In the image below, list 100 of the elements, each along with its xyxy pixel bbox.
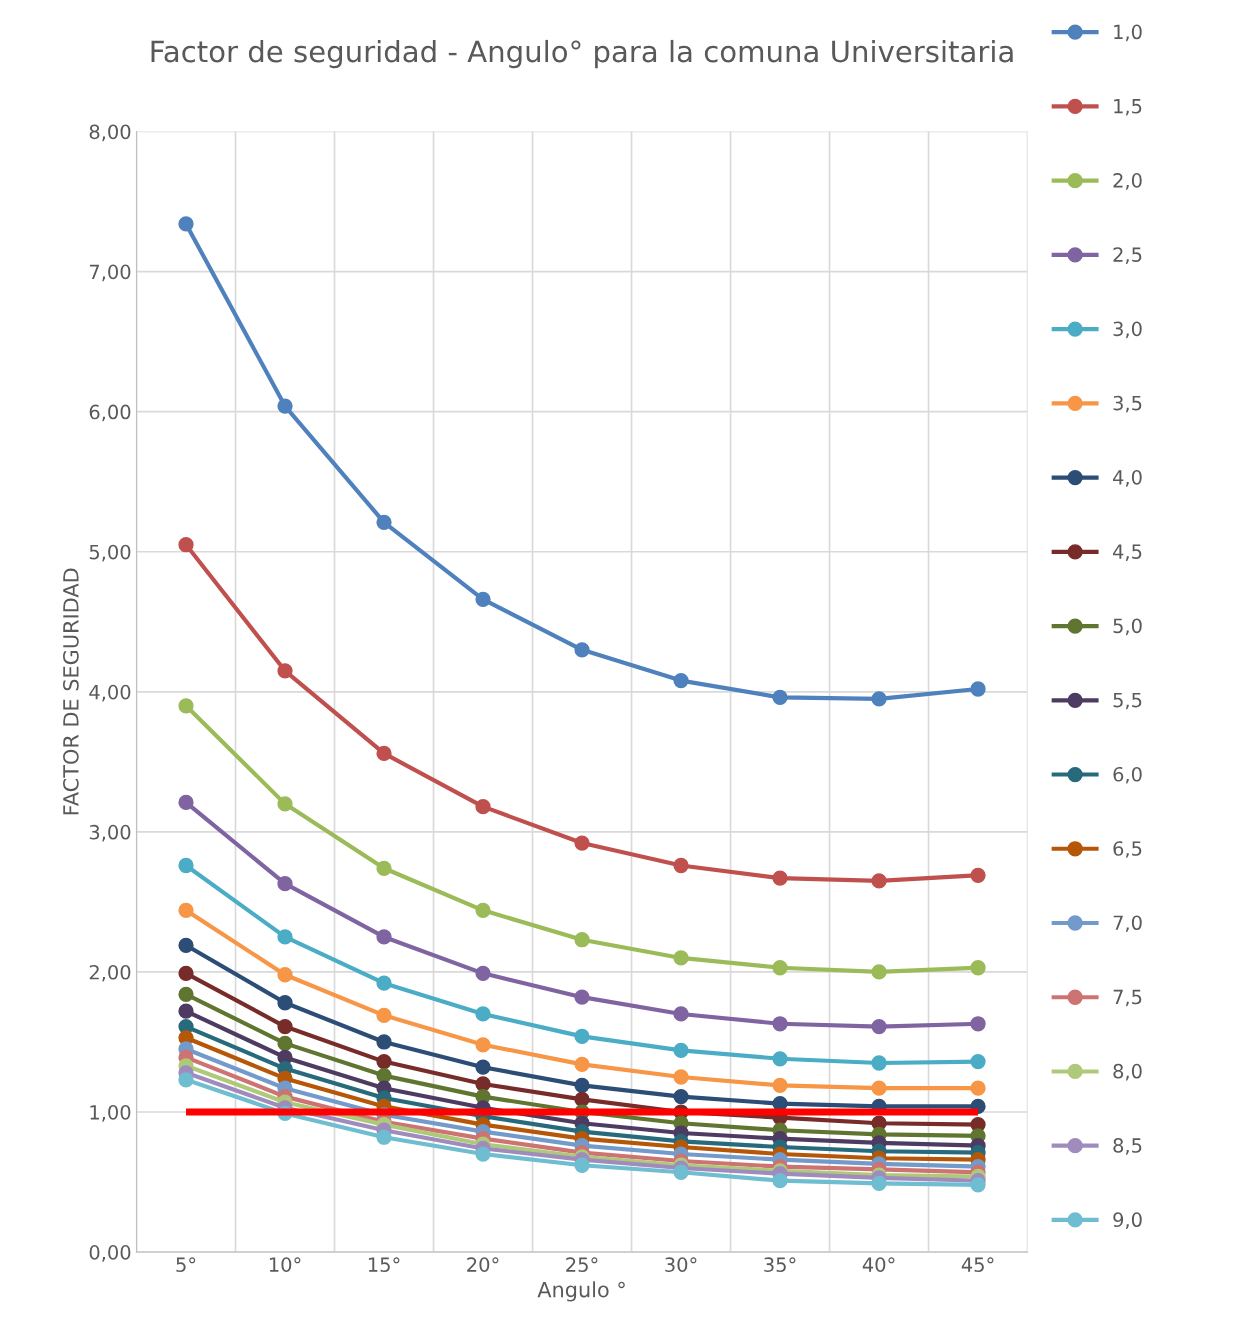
chart-title: Factor de seguridad - Angulo° para la comuna Universitaria	[151, 39, 1013, 69]
point	[178, 1072, 194, 1088]
point	[574, 1157, 590, 1173]
point	[376, 1067, 392, 1084]
point	[871, 1175, 887, 1192]
point	[475, 965, 491, 981]
point	[277, 398, 293, 414]
point	[673, 1042, 689, 1059]
point	[475, 1006, 491, 1022]
point	[475, 799, 491, 815]
point	[772, 870, 788, 886]
legend-label: 8,0	[1113, 1063, 1142, 1081]
point	[475, 1059, 491, 1075]
x-axis-title: Angulo °	[537, 1281, 625, 1302]
y-tick-label: 2,00	[89, 964, 131, 982]
point	[475, 1076, 491, 1092]
point	[178, 965, 194, 981]
point	[574, 1077, 590, 1094]
x-tick-label: 15°	[368, 1257, 400, 1272]
point	[772, 1051, 788, 1067]
point	[871, 873, 887, 889]
point	[574, 1028, 590, 1045]
point	[970, 1177, 986, 1193]
legend-label: 7,0	[1113, 915, 1142, 933]
point	[871, 1018, 887, 1035]
x-tick-label: 25°	[566, 1257, 598, 1272]
point	[178, 986, 194, 1002]
legend-label: 7,5	[1113, 989, 1142, 1007]
legend-label: 6,5	[1113, 841, 1142, 858]
point	[772, 1077, 788, 1094]
y-tick-label: 1,00	[90, 1104, 131, 1122]
legend-label: 1,0	[1114, 24, 1142, 42]
x-tick-label: 35°	[764, 1257, 796, 1272]
point	[277, 663, 293, 679]
x-tick-label: 5°	[176, 1257, 196, 1272]
point	[376, 860, 392, 876]
point	[871, 1080, 887, 1096]
point	[475, 902, 491, 918]
point	[673, 1069, 689, 1085]
point	[178, 794, 194, 811]
point	[178, 216, 194, 232]
y-tick-label: 4,00	[89, 684, 131, 702]
point	[376, 975, 392, 991]
point	[178, 1003, 194, 1019]
point	[574, 989, 590, 1005]
legend-label: 8,5	[1113, 1138, 1142, 1155]
point	[178, 902, 194, 918]
point	[772, 1016, 788, 1032]
legend-label: 1,5	[1114, 99, 1142, 116]
point	[772, 960, 788, 976]
point	[673, 1088, 689, 1105]
point	[376, 1129, 392, 1145]
point	[475, 591, 491, 607]
legend-label: 6,0	[1113, 766, 1142, 784]
point	[376, 929, 392, 945]
point	[772, 689, 788, 706]
point	[673, 1006, 689, 1022]
point	[772, 1173, 788, 1189]
point	[673, 1164, 689, 1180]
point	[277, 929, 293, 945]
y-tick-label: 5,00	[89, 544, 131, 562]
point	[871, 691, 887, 707]
y-tick-label: 0,00	[89, 1245, 131, 1262]
point	[475, 1146, 491, 1162]
point	[574, 1056, 590, 1073]
legend-label: 4,5	[1113, 544, 1142, 561]
y-tick-label: 7,00	[89, 264, 131, 282]
point	[970, 1053, 986, 1070]
point	[376, 1007, 392, 1024]
point	[970, 1080, 986, 1096]
point	[277, 1018, 293, 1035]
point	[574, 835, 590, 851]
point	[970, 960, 986, 976]
point	[178, 537, 194, 553]
legend-label: 5,0	[1113, 618, 1142, 636]
x-tick-label: 10°	[269, 1257, 301, 1272]
point	[178, 937, 194, 953]
legend-label: 9,0	[1113, 1212, 1142, 1230]
point	[970, 867, 986, 883]
y-axis-title: FACTOR DE SEGURIDAD	[63, 568, 79, 815]
x-tick-label: 20°	[467, 1257, 499, 1272]
x-tick-label: 40°	[862, 1257, 895, 1272]
point	[277, 796, 293, 812]
point	[277, 967, 293, 983]
y-tick-label: 6,00	[89, 404, 131, 422]
point	[178, 857, 194, 874]
point	[376, 1053, 392, 1070]
point	[970, 681, 986, 697]
x-tick-label: 45°	[961, 1257, 994, 1272]
point	[574, 932, 590, 948]
point	[277, 995, 293, 1011]
point	[277, 1035, 293, 1052]
point	[376, 745, 392, 762]
legend-label: 2,0	[1113, 173, 1142, 190]
legend-label: 2,5	[1113, 247, 1142, 264]
y-tick-label: 8,00	[89, 124, 131, 142]
point	[673, 950, 689, 966]
legend-label: 3,5	[1113, 395, 1142, 413]
point	[277, 876, 293, 892]
point	[871, 1055, 887, 1071]
